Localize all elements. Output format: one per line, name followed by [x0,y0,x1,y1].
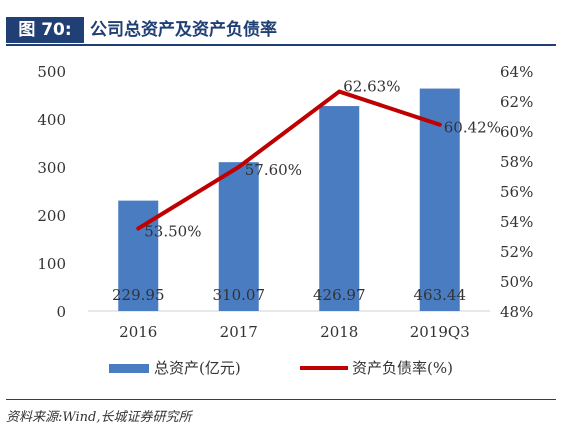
y-left-tick-label: 300 [37,159,66,177]
y-right-tick-label: 62% [500,93,533,111]
y-right-tick-label: 50% [500,273,533,291]
legend-label-bar: 总资产(亿元) [154,359,241,377]
y-left-tick-label: 100 [37,255,66,273]
y-left-tick-label: 0 [56,303,66,321]
y-left-tick-label: 200 [37,207,66,225]
line-series [136,89,442,231]
bar-value-label: 310.07 [213,286,266,304]
y-left-tick-label: 400 [37,111,66,129]
y-left-tick-label: 500 [37,63,66,81]
y-right-tick-label: 58% [500,153,533,171]
header-rule [6,44,556,46]
bar [319,106,360,311]
bar-value-label: 426.97 [313,286,366,304]
figure-title: 公司总资产及资产负债率 [90,20,277,40]
line-value-label: 60.42% [444,119,501,137]
figure-label: 图 70: [6,17,84,43]
line-value-label: 62.63% [343,78,400,96]
chart-area: 0 100 200 300 400 500 48% 50% 52% 54% 56% 58% 60% 62%… [37,63,533,377]
bar-value-label: 463.44 [414,286,467,304]
bar-value-label: 229.95 [112,286,165,304]
legend-swatch-bar [109,364,149,373]
x-tick-label: 2017 [220,323,258,341]
y-right-tick-label: 56% [500,183,533,201]
y-right-tick-label: 52% [500,243,533,261]
y-right-tick-label: 60% [500,123,533,141]
x-tick-label: 2019Q3 [410,323,470,341]
source-rule [6,399,556,400]
figure-header: 图 70: 公司总资产及资产负债率 [0,0,562,46]
y-right-tick-label: 64% [500,63,533,81]
legend-label-line: 资产负债率(%) [352,359,453,377]
line-value-label: 57.60% [245,161,302,179]
y-right-tick-label: 48% [500,303,533,321]
bar [218,162,259,311]
y-right-tick-label: 54% [500,213,533,231]
x-tick-label: 2018 [320,323,358,341]
source-note: 资料来源:Wind,长城证券研究所 [6,410,192,425]
x-tick-label: 2016 [119,323,157,341]
line-value-label: 53.50% [144,223,201,241]
